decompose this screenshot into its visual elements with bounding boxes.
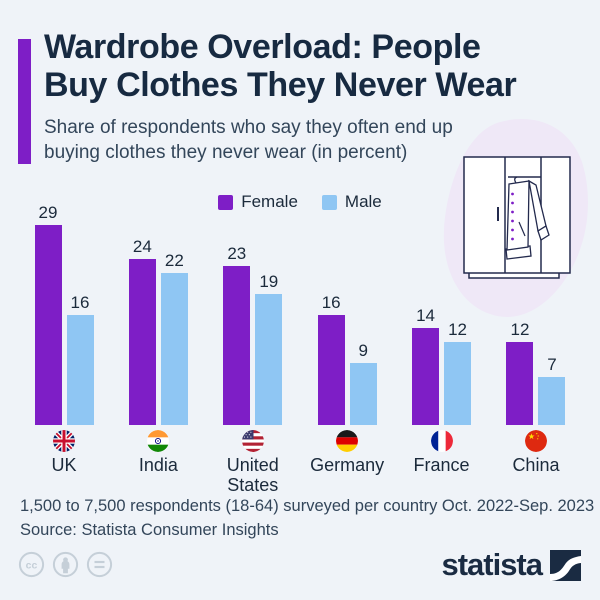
country-label: UK xyxy=(51,455,77,475)
bar-cell: 29 xyxy=(34,203,62,425)
male-bar xyxy=(255,294,283,425)
page-title: Wardrobe Overload: People Buy Clothes Th… xyxy=(44,28,517,104)
statista-logo-mark-icon xyxy=(550,549,581,581)
male-swatch-icon xyxy=(321,194,337,210)
bar-cell: 7 xyxy=(538,355,566,425)
uk-flag-icon xyxy=(53,430,75,452)
legend-label-female: Female xyxy=(241,192,298,211)
male-bar xyxy=(66,315,94,425)
bar-cell: 14 xyxy=(412,306,440,425)
male-bar xyxy=(538,377,566,425)
bar-value-label: 14 xyxy=(416,306,436,325)
bar-pair: 16 9 xyxy=(317,203,377,425)
survey-note: 1,500 to 7,500 respondents (18-64) surve… xyxy=(20,497,595,515)
license-icons: cc xyxy=(18,551,113,578)
wardrobe-illustration xyxy=(463,156,571,279)
bar-cell: 23 xyxy=(223,244,251,425)
female-bar xyxy=(317,315,345,425)
svg-text:cc: cc xyxy=(26,559,38,571)
title-line-1: Wardrobe Overload: People xyxy=(44,28,481,66)
country-label: France xyxy=(413,455,470,475)
bar-value-label: 23 xyxy=(227,244,247,263)
country-group-france: 14 12 France xyxy=(404,203,480,495)
bar-value-label: 7 xyxy=(547,355,557,374)
title-line-2: Buy Clothes They Never Wear xyxy=(44,66,517,104)
footer-note: 1,500 to 7,500 respondents (18-64) surve… xyxy=(20,494,594,542)
female-bar xyxy=(223,266,251,425)
bar-pair: 29 16 xyxy=(34,203,94,425)
bar-pair: 14 12 xyxy=(412,203,472,425)
cc-attribution-icon[interactable] xyxy=(52,551,79,578)
bar-value-label: 16 xyxy=(70,293,90,312)
shirt-buttons xyxy=(511,192,514,241)
bar-cell: 9 xyxy=(349,341,377,425)
bar-value-label: 29 xyxy=(38,203,58,222)
bar-chart: 29 16 UK 24 22 India 23 19 United States 16 9 Germa… xyxy=(26,203,574,495)
bar-pair: 12 7 xyxy=(506,203,566,425)
hanging-shirt xyxy=(505,176,550,260)
chart-legend: Female Male xyxy=(0,192,600,212)
country-group-us: 23 19 United States xyxy=(215,203,291,495)
title-accent-bar xyxy=(18,39,31,164)
country-label: China xyxy=(512,455,560,475)
bar-value-label: 16 xyxy=(321,293,341,312)
female-bar xyxy=(34,225,62,425)
source-note: Source: Statista Consumer Insights xyxy=(20,521,279,539)
bar-cell: 22 xyxy=(160,251,188,425)
bar-cell: 16 xyxy=(66,293,94,425)
bar-cell: 16 xyxy=(317,293,345,425)
bar-value-label: 9 xyxy=(358,341,368,360)
country-label: India xyxy=(138,455,178,475)
legend-item-male: Male xyxy=(321,192,382,212)
male-bar xyxy=(349,363,377,425)
female-bar xyxy=(506,342,534,425)
cc-equal-icon[interactable] xyxy=(86,551,113,578)
bar-value-label: 12 xyxy=(510,320,530,339)
bar-cell: 24 xyxy=(128,237,156,425)
bar-value-label: 12 xyxy=(448,320,468,339)
subtitle-line-1: Share of respondents who say they often … xyxy=(44,117,453,138)
female-bar xyxy=(128,259,156,425)
legend-label-male: Male xyxy=(344,192,382,211)
bar-pair: 24 22 xyxy=(128,203,188,425)
country-group-india: 24 22 India xyxy=(120,203,196,495)
bar-value-label: 22 xyxy=(164,251,184,270)
country-group-uk: 29 16 UK xyxy=(26,203,102,495)
china-flag-icon xyxy=(524,430,547,452)
male-bar xyxy=(160,273,188,425)
country-label: United States xyxy=(226,455,279,495)
india-flag-icon xyxy=(147,430,170,452)
bar-cell: 12 xyxy=(444,320,472,425)
bar-pair: 23 19 xyxy=(223,203,283,425)
subtitle-line-2: buying clothes they never wear (in perce… xyxy=(44,142,408,163)
subtitle: Share of respondents who say they often … xyxy=(44,115,453,165)
legend-item-female: Female xyxy=(218,192,298,212)
us-flag-icon xyxy=(241,430,264,452)
country-group-germany: 16 9 Germany xyxy=(309,203,385,495)
statista-logo[interactable]: statista xyxy=(441,547,581,583)
female-swatch-icon xyxy=(218,194,234,210)
bar-value-label: 24 xyxy=(132,237,152,256)
france-flag-icon xyxy=(430,430,453,452)
germany-flag-icon xyxy=(336,430,359,452)
bar-cell: 19 xyxy=(255,272,283,425)
bar-cell: 12 xyxy=(506,320,534,425)
male-bar xyxy=(444,342,472,425)
country-label: Germany xyxy=(310,455,385,475)
statista-wordmark: statista xyxy=(441,547,543,582)
female-bar xyxy=(412,328,440,425)
bar-value-label: 19 xyxy=(259,272,279,291)
country-group-china: 12 7 China xyxy=(498,203,574,495)
cc-license-icon[interactable]: cc xyxy=(18,551,45,578)
